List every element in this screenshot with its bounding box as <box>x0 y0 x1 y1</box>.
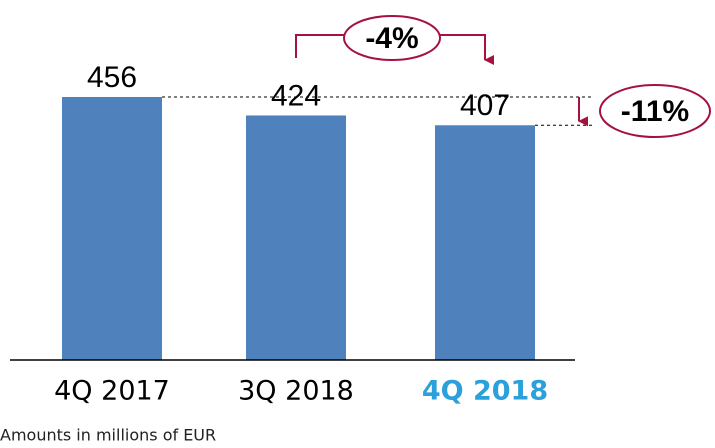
bar <box>246 115 346 360</box>
x-tick-label: 4Q 2018 <box>422 376 548 407</box>
annotation: -4% <box>365 22 418 55</box>
bar <box>62 97 162 360</box>
annotation-bubble <box>599 84 711 138</box>
change-arrow <box>295 34 485 60</box>
x-tick-label: 3Q 2018 <box>238 376 354 407</box>
value-label: 407 <box>460 89 510 122</box>
bar <box>435 125 535 361</box>
value-label: 424 <box>271 79 321 112</box>
x-tick-label: 4Q 2017 <box>54 376 170 407</box>
annotation-bubble <box>343 15 441 61</box>
value-label: 456 <box>87 61 137 94</box>
annotation: -11% <box>621 95 689 128</box>
footnote: Amounts in millions of EUR <box>0 426 216 445</box>
bars <box>62 97 535 361</box>
